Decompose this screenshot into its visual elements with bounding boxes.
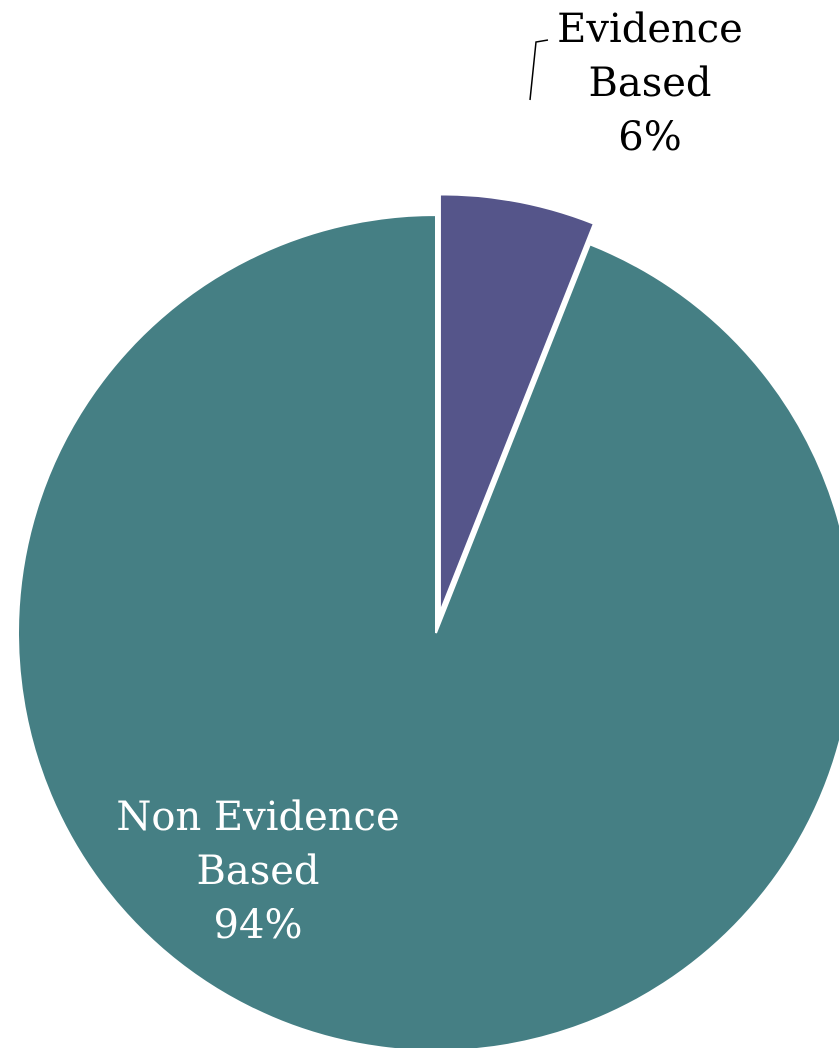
pie-slices [17,193,839,1048]
slice-label-line: Based [588,60,711,106]
slice-labels: Evidence Based 6% Non Evidence Based 94% [116,6,742,948]
leader-line-1 [529,39,549,101]
slice-label-line: Evidence [557,6,743,52]
pie-slice-1 [438,193,596,613]
slice-label-line: Non Evidence [116,794,399,840]
slice-percent-1: 6% [618,114,681,160]
slice-percent-2: 94% [214,902,303,948]
slice-label-line: Based [196,848,319,894]
slice-label-1: Evidence Based 6% [557,6,743,160]
pie-slice-2 [17,213,839,1048]
leader-lines [529,39,549,101]
slice-label-2: Non Evidence Based 94% [116,794,399,948]
